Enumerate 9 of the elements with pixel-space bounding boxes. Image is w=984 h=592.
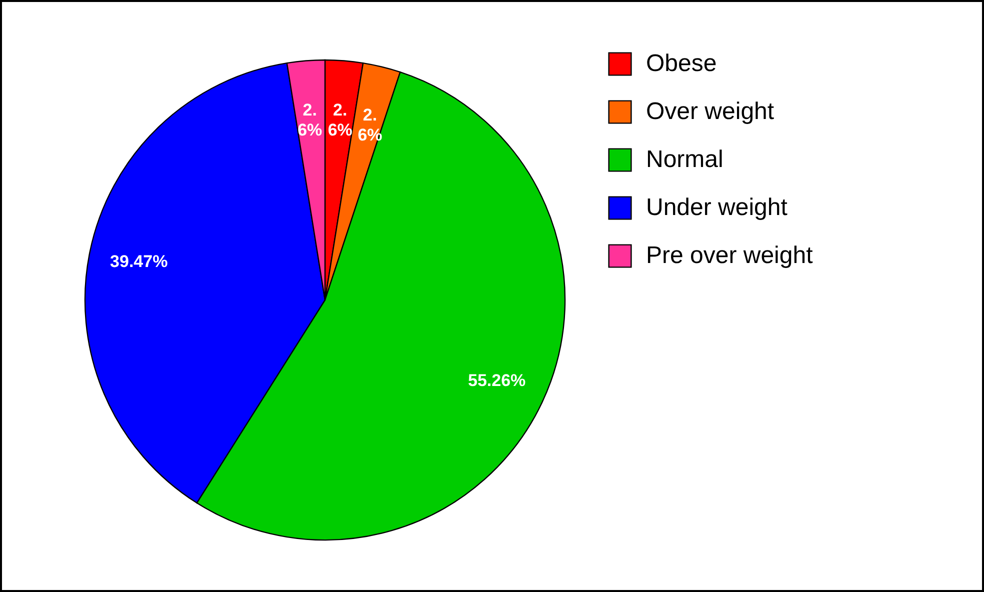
data-label: 55.26% bbox=[468, 371, 526, 390]
legend-label: Over weight bbox=[646, 98, 774, 125]
data-label: 2.6% bbox=[298, 100, 322, 140]
legend-label: Pre over weight bbox=[646, 242, 814, 269]
legend-label: Under weight bbox=[646, 194, 788, 221]
legend-label: Normal bbox=[646, 146, 724, 173]
data-label: 2.6% bbox=[328, 100, 352, 140]
data-label: 39.47% bbox=[110, 252, 168, 271]
legend-label: Obese bbox=[646, 50, 717, 77]
